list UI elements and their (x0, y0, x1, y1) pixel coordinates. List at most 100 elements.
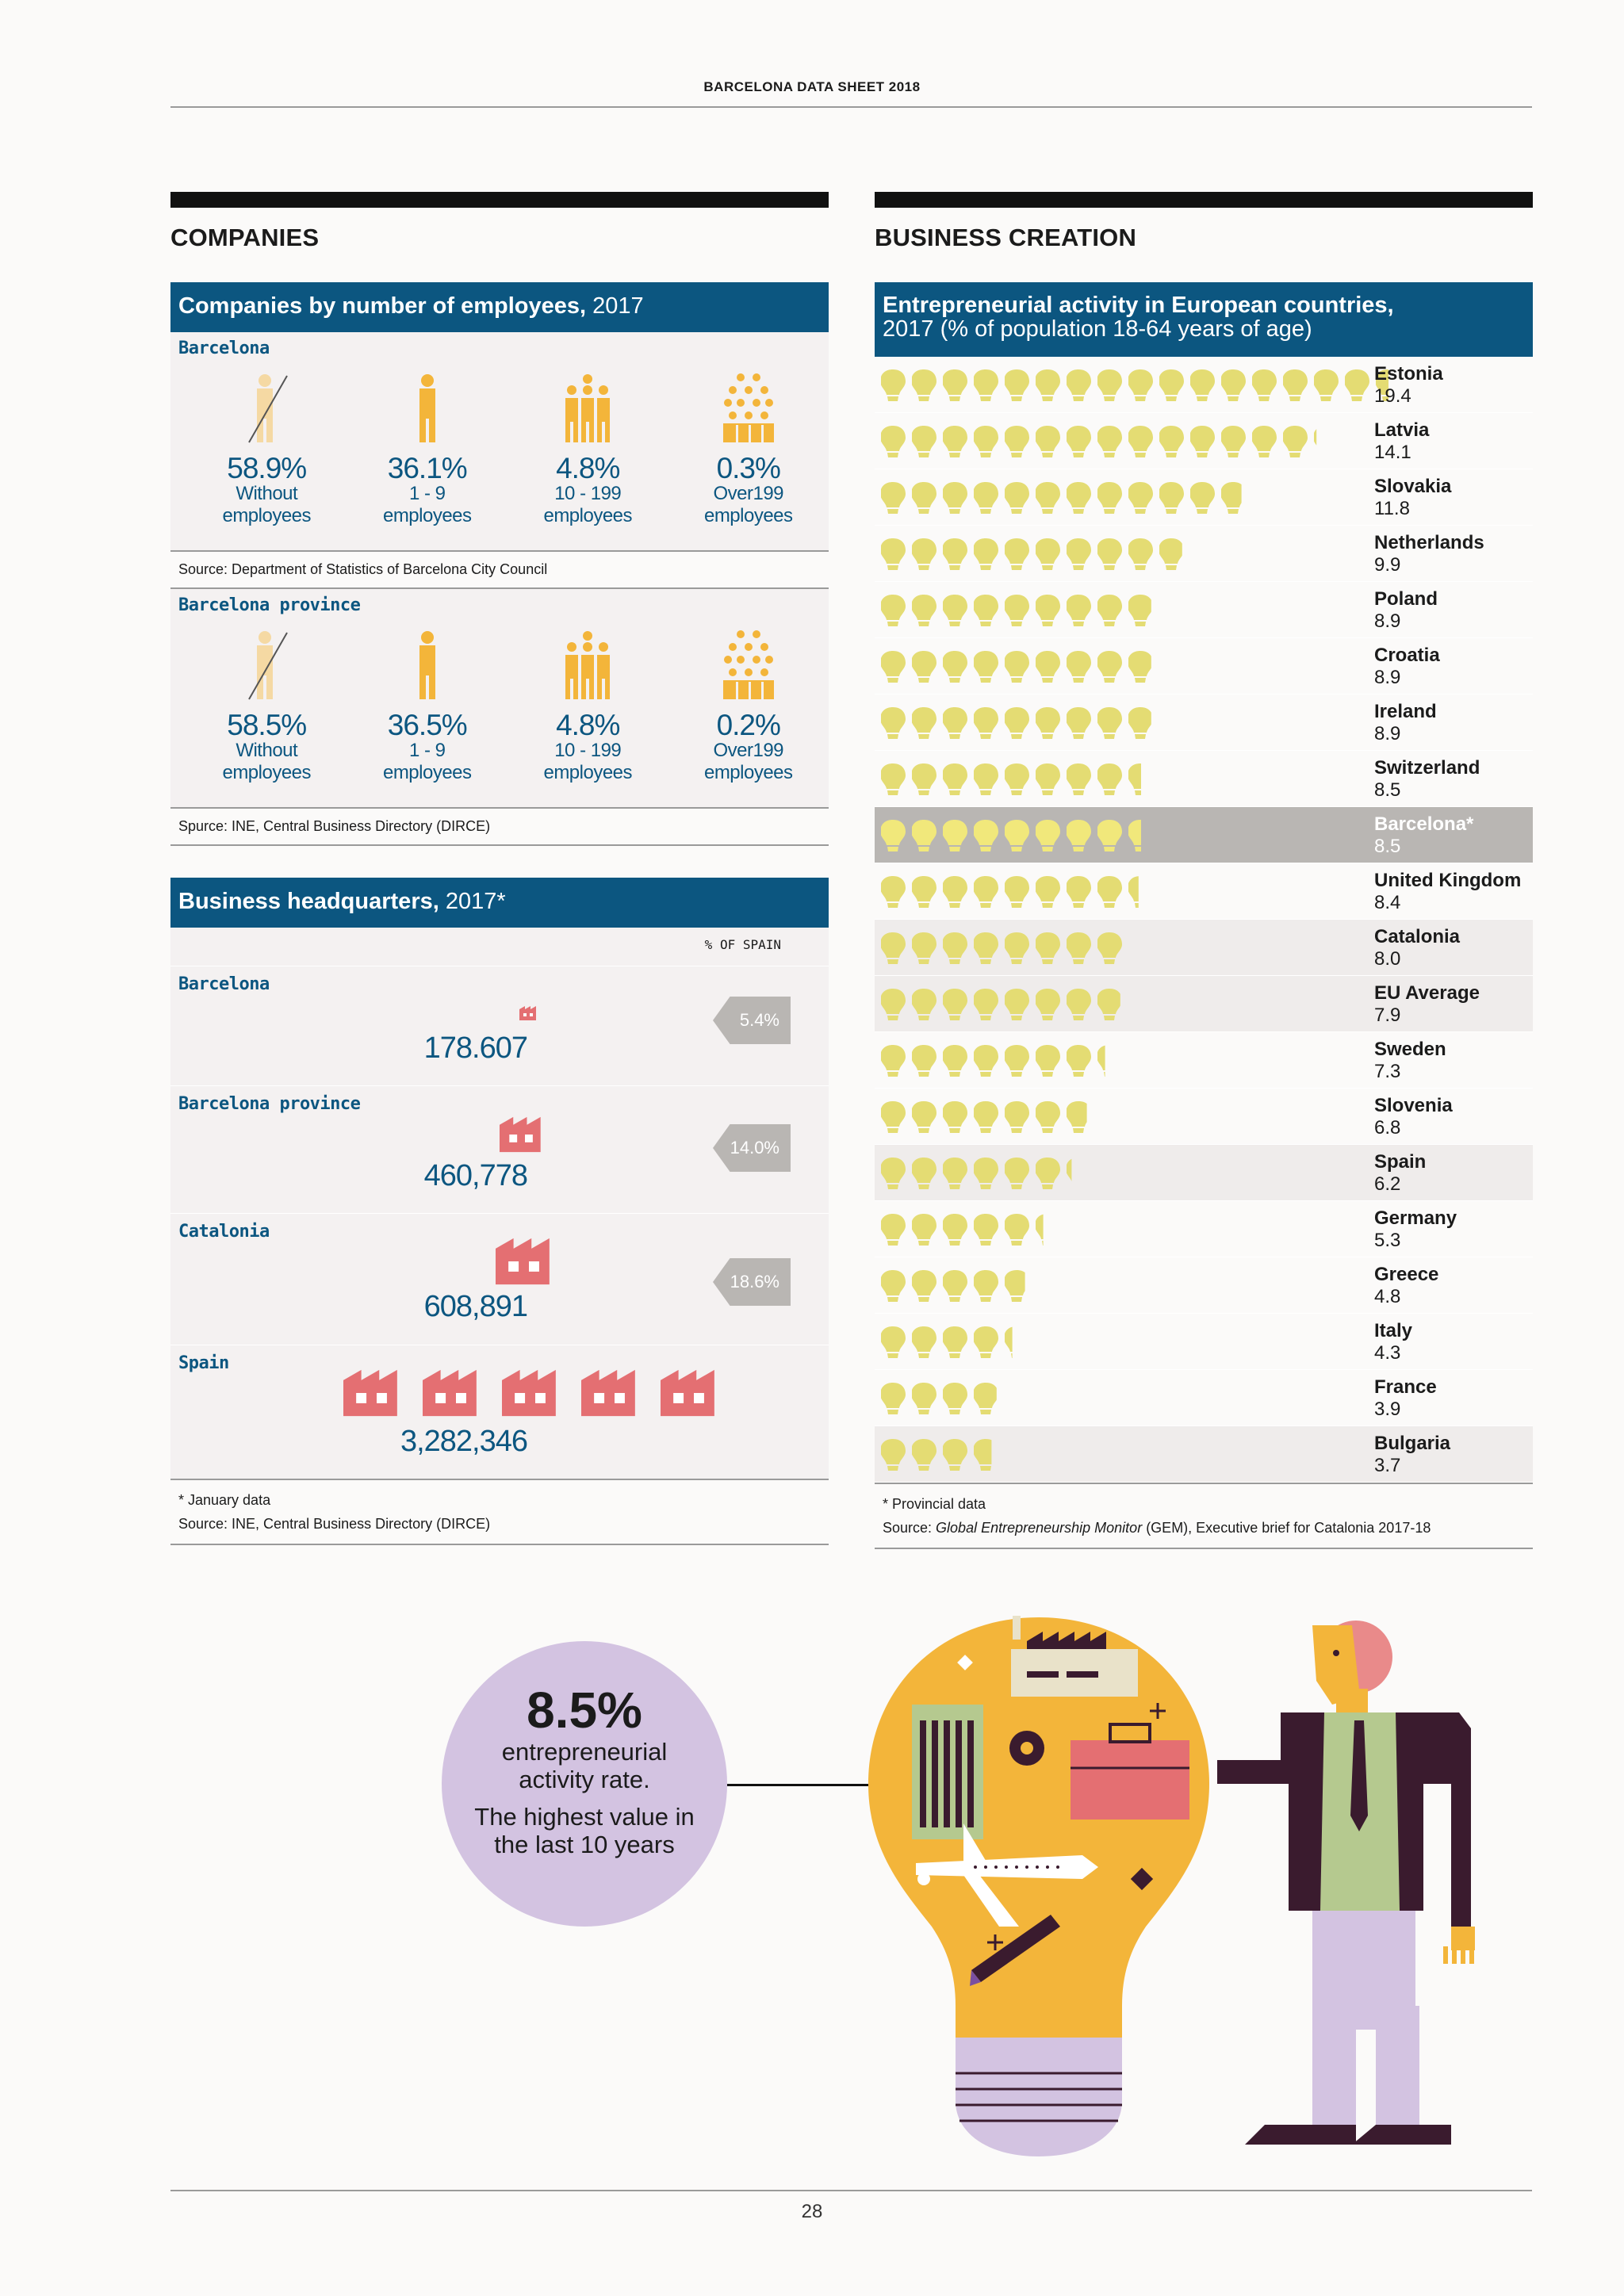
lightbulb-bar (881, 763, 1141, 795)
lightbulb-bar (881, 820, 1141, 851)
companies-province-panel: Barcelona province 58.5% Without employe… (170, 589, 829, 807)
entrepreneurial-value: 11.8 (1374, 498, 1410, 519)
companies-title-bold: Companies by number of employees, (178, 293, 587, 319)
lightbulb-icon (912, 1326, 936, 1358)
lightbulb-icon (943, 1383, 967, 1414)
lightbulb-icon (1005, 426, 1029, 457)
lightbulb-icon (943, 369, 967, 401)
lightbulb-icon (912, 1214, 936, 1246)
entrepreneurial-row: United Kingdom 8.4 (875, 863, 1533, 920)
lightbulb-icon (943, 1045, 967, 1077)
factory-icon (581, 1369, 635, 1417)
entrepreneurial-value: 8.9 (1374, 610, 1401, 632)
lightbulb-bar (881, 876, 1139, 908)
stat-label-1: Over199 (713, 483, 784, 504)
factory-icon-group (343, 1369, 727, 1417)
entrepreneurial-country: Greece (1374, 1264, 1439, 1285)
building-icon (912, 1705, 983, 1839)
lightbulb-bar (881, 369, 1388, 401)
lightbulb-icon (1036, 763, 1060, 795)
entrepreneurial-value: 19.4 (1374, 385, 1411, 407)
factory-icon (519, 1006, 540, 1024)
lightbulb-bar (881, 1214, 1044, 1246)
lightbulb-icon (881, 538, 906, 570)
lightbulb-icon (1097, 538, 1122, 570)
lightbulb-icon (1097, 369, 1122, 401)
entrepreneurial-country: Ireland (1374, 701, 1437, 722)
lightbulb-icon (1005, 820, 1029, 851)
lightbulb-icon (1097, 820, 1122, 851)
lightbulb-icon (943, 482, 967, 514)
lightbulb-icon (974, 1270, 998, 1302)
lightbulb-icon (881, 426, 906, 457)
stat-label-2: employees (543, 762, 633, 783)
lightbulb-icon (1005, 482, 1029, 514)
lightbulb-icon (974, 1214, 998, 1246)
lightbulb-icon (881, 1214, 906, 1246)
entrepreneurial-country: Poland (1374, 588, 1438, 610)
stat-no-employees: 58.5% Without employees (186, 629, 347, 784)
stat-pct: 0.2% (716, 709, 781, 741)
lightbulb-icon (881, 1045, 906, 1077)
lightbulb-icon (1005, 932, 1029, 964)
lightbulb-icon (943, 876, 967, 908)
callout-line: The highest value in (474, 1803, 695, 1831)
lightbulb-icon (881, 763, 906, 795)
lightbulb-icon (1036, 426, 1060, 457)
lightbulb-icon (912, 538, 936, 570)
partial-lightbulb-icon (1005, 1270, 1025, 1302)
factory-icon (500, 1116, 550, 1157)
lightbulb-icon (1314, 369, 1339, 401)
hq-row-label: Barcelona (178, 974, 270, 994)
lightbulb-icon (1036, 651, 1060, 683)
hq-panel-title: Business headquarters, 2017* (170, 878, 829, 928)
entrepreneurial-chart: Estonia 19.4 Latvia 14.1 Slovakia 11.8 Netherl… (875, 357, 1533, 1483)
lightbulb-icon (881, 932, 906, 964)
stat-label-2: employees (222, 762, 312, 783)
lightbulb-icon (1097, 482, 1122, 514)
lightbulb-icon (881, 1158, 906, 1189)
entrepreneurial-value: 4.8 (1374, 1286, 1401, 1307)
lightbulb-icon (912, 426, 936, 457)
lightbulb-icon (1097, 651, 1122, 683)
lightbulb-icon (1005, 1101, 1029, 1133)
entrepreneurial-value: 8.9 (1374, 723, 1401, 744)
partial-lightbulb-icon (1097, 989, 1120, 1020)
crowd-icon (668, 629, 829, 701)
entrepreneurial-value: 8.0 (1374, 948, 1401, 970)
lightbulb-bar (881, 1158, 1072, 1189)
lightbulb-icon (1005, 876, 1029, 908)
stat-label-1: 1 - 9 (408, 483, 446, 504)
stat-label-2: employees (543, 505, 633, 526)
stat-10-199: 4.8% 10 - 199 employees (508, 629, 668, 784)
lightbulb-icon (1036, 482, 1060, 514)
lightbulb-icon (974, 595, 998, 626)
entrepreneurial-row: Italy 4.3 (875, 1314, 1533, 1370)
lightbulb-icon (1097, 426, 1122, 457)
lightbulb-icon (1005, 707, 1029, 739)
lightbulb-icon (1067, 707, 1091, 739)
partial-lightbulb-icon (1097, 1045, 1105, 1077)
briefcase-icon (1071, 1723, 1189, 1820)
airplane-icon (916, 1823, 1098, 1927)
stat-label-2: employees (703, 505, 793, 526)
lightbulb-icon (912, 989, 936, 1020)
stat-over-199: 0.3% Over199 employees (668, 373, 829, 527)
entrepreneurial-country: Slovenia (1374, 1095, 1453, 1116)
lightbulb-icon (1283, 369, 1308, 401)
diamond-icon (1130, 1867, 1154, 1891)
partial-lightbulb-icon (1128, 763, 1141, 795)
lightbulb-icon (1128, 426, 1153, 457)
hq-row-pct-tag: 18.6% (713, 1258, 791, 1306)
lightbulb-icon (1097, 595, 1122, 626)
entrepreneurial-country: United Kingdom (1374, 870, 1522, 891)
factory-icon (661, 1369, 714, 1417)
entrepreneurial-value: 8.9 (1374, 667, 1401, 688)
lightbulb-icon (943, 426, 967, 457)
source-prefix: Source: (883, 1520, 936, 1536)
lightbulb-icon (1190, 426, 1215, 457)
lightbulb-icon (1036, 932, 1060, 964)
lightbulb-icon (1067, 426, 1091, 457)
lightbulb-icon (1159, 369, 1184, 401)
entrepreneurial-value: 7.3 (1374, 1061, 1401, 1082)
